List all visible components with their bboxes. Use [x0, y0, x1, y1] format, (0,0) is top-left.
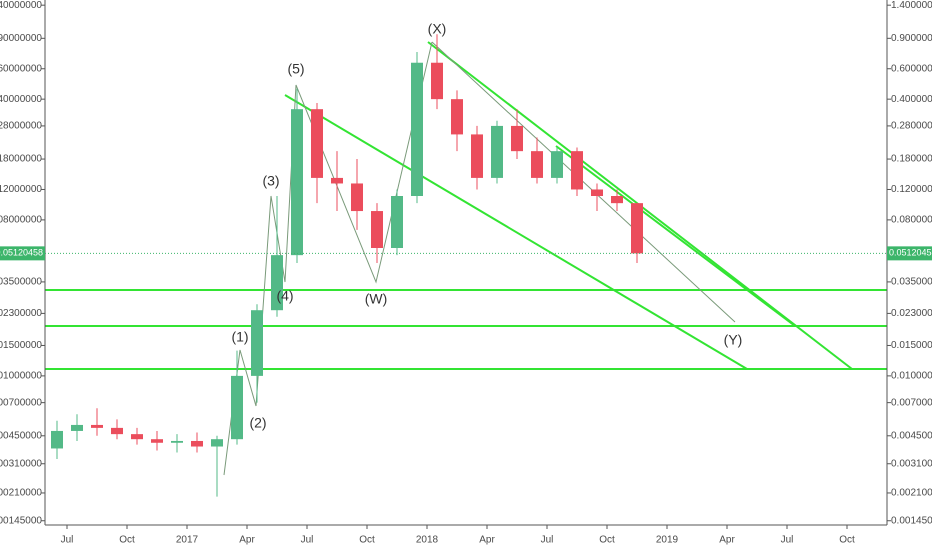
candle-body: [391, 196, 403, 248]
y-tick-label: 0.02300000: [891, 308, 932, 319]
candle-body: [571, 151, 583, 190]
candle-body: [531, 151, 543, 178]
x-tick-label: Oct: [599, 535, 615, 546]
wave-label: (5): [287, 61, 304, 77]
y-tick-label: 0.00450000: [891, 430, 932, 441]
candle-body: [351, 183, 363, 212]
price-badge: [887, 246, 932, 261]
x-tick-label: Oct: [359, 535, 375, 546]
candles: [51, 34, 643, 497]
x-tick-label: Oct: [119, 535, 135, 546]
wave-path: [223, 41, 736, 476]
price-badge: [0, 246, 45, 261]
candle-body: [311, 109, 323, 178]
candle-body: [551, 151, 563, 178]
x-tick-label: Jul: [301, 535, 314, 546]
candle-body: [451, 99, 463, 135]
y-tick-label: 0.28000000: [0, 121, 42, 132]
wave-label: (Y): [724, 332, 743, 348]
y-tick-label: 0.00210000: [0, 488, 42, 499]
candle-body: [231, 375, 243, 440]
x-tick-label: 2018: [416, 535, 439, 546]
wave-line: [223, 41, 433, 476]
y-tick-label: 0.00700000: [0, 397, 42, 408]
wave-label: (W): [365, 291, 388, 307]
x-tick-label: Jul: [781, 535, 794, 546]
x-tick-label: Oct: [839, 535, 855, 546]
y-tick-label: 0.00310000: [891, 458, 932, 469]
y-tick-label: 0.01000000: [891, 371, 932, 382]
wave-label: (2): [249, 415, 266, 431]
x-tick-label: Jul: [541, 535, 554, 546]
candle-body: [431, 62, 443, 100]
candle-body: [91, 424, 103, 428]
candle-body: [331, 177, 343, 184]
candle-body: [511, 125, 523, 152]
y-tick-label: 1.40000000: [0, 0, 42, 11]
candle-body: [51, 430, 63, 449]
y-tick-label: 0.40000000: [0, 94, 42, 105]
y-tick-label: 0.28000000: [891, 121, 932, 132]
candle-body: [71, 424, 83, 431]
wave-line: [431, 41, 736, 323]
y-tick-label: 0.12000000: [891, 184, 932, 195]
candle-body: [591, 189, 603, 197]
y-tick-label: 0.00145000: [891, 515, 932, 526]
y-tick-label: 0.01500000: [891, 340, 932, 351]
last-price-label: 0.05120458: [889, 248, 932, 258]
y-tick-label: 0.01500000: [0, 340, 42, 351]
candle-body: [631, 203, 643, 254]
candle-body: [411, 62, 423, 197]
y-tick-label: 0.00450000: [0, 430, 42, 441]
wave-label: (3): [262, 173, 279, 189]
y-tick-label: 0.02300000: [0, 308, 42, 319]
wave-label: (X): [428, 21, 447, 37]
y-tick-label: 0.00145000: [0, 515, 42, 526]
candle-body: [291, 109, 303, 256]
last-price-label: 0.05120458: [0, 248, 43, 258]
trend-line: [555, 145, 796, 327]
y-tick-label: 0.03500000: [891, 277, 932, 288]
y-tick-label: 0.08000000: [0, 215, 42, 226]
y-tick-label: 0.18000000: [891, 154, 932, 165]
candle-body: [611, 196, 623, 204]
x-tick-label: Apr: [239, 535, 255, 546]
candle-body: [471, 134, 483, 178]
y-tick-label: 0.08000000: [891, 215, 932, 226]
candle-body: [151, 439, 163, 443]
candle-body: [211, 439, 223, 447]
trend-line: [284, 94, 748, 370]
x-tick-label: Apr: [719, 535, 735, 546]
x-tick-label: 2017: [176, 535, 199, 546]
candle-body: [131, 434, 143, 440]
wave-label: (4): [276, 288, 293, 304]
x-tick-label: 2019: [656, 535, 679, 546]
y-tick-label: 0.12000000: [0, 184, 42, 195]
y-tick-label: 0.03500000: [0, 277, 42, 288]
wave-label: (1): [231, 329, 248, 345]
y-tick-label: 0.00210000: [891, 488, 932, 499]
candle-body: [371, 211, 383, 248]
y-tick-label: 0.18000000: [0, 154, 42, 165]
x-tick-label: Jul: [61, 535, 74, 546]
candle-body: [251, 310, 263, 376]
y-tick-label: 1.40000000: [891, 0, 932, 11]
y-tick-label: 0.90000000: [891, 33, 932, 44]
drawings: [45, 41, 887, 370]
candle-body: [191, 440, 203, 447]
y-tick-label: 0.00700000: [891, 397, 932, 408]
y-tick-label: 0.40000000: [891, 94, 932, 105]
candle-body: [111, 427, 123, 435]
y-tick-label: 0.90000000: [0, 33, 42, 44]
y-tick-label: 0.60000000: [0, 63, 42, 74]
candle-body: [171, 440, 183, 443]
y-tick-label: 0.00310000: [0, 458, 42, 469]
candle-body: [271, 255, 283, 311]
x-tick-label: Apr: [479, 535, 495, 546]
y-tick-label: 0.60000000: [891, 63, 932, 74]
candle-body: [491, 125, 503, 178]
y-tick-label: 0.01000000: [0, 371, 42, 382]
